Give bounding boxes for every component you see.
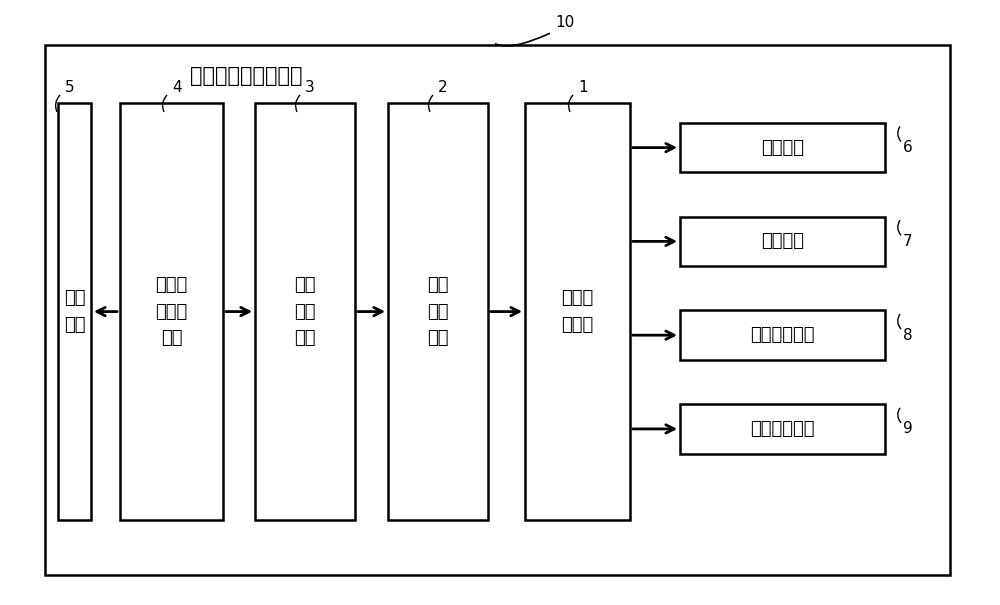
Text: 9: 9	[903, 422, 913, 436]
Bar	[58, 103, 91, 520]
Bar	[388, 103, 488, 520]
Bar	[680, 217, 885, 266]
Text: 7: 7	[903, 234, 913, 249]
Text: 航空公司数据: 航空公司数据	[750, 326, 815, 344]
Text: 6: 6	[903, 140, 913, 155]
Text: 数据
转换
模块: 数据 转换 模块	[427, 276, 449, 347]
Bar	[680, 123, 885, 172]
Text: 数据获
取模块: 数据获 取模块	[561, 289, 594, 334]
Text: 8: 8	[903, 328, 913, 342]
Text: 4: 4	[172, 80, 182, 95]
Text: 3: 3	[305, 80, 315, 95]
Text: 1: 1	[578, 80, 588, 95]
Text: 2: 2	[438, 80, 448, 95]
Text: 5: 5	[65, 80, 75, 95]
Bar	[255, 103, 355, 520]
Bar	[120, 103, 223, 520]
Bar	[525, 103, 630, 520]
Text: 空管数据: 空管数据	[761, 232, 804, 250]
Bar	[680, 404, 885, 454]
Bar	[45, 45, 950, 575]
Text: 监控
模块: 监控 模块	[64, 289, 85, 334]
Text: 10: 10	[555, 15, 574, 30]
Text: 机场数据: 机场数据	[761, 139, 804, 157]
Text: 航班延
误判定
模块: 航班延 误判定 模块	[155, 276, 188, 347]
Text: 数据
存储
模块: 数据 存储 模块	[294, 276, 316, 347]
Text: 航班监测与控制系统: 航班监测与控制系统	[190, 65, 302, 86]
Bar	[680, 310, 885, 360]
Text: 航信接口数据: 航信接口数据	[750, 420, 815, 438]
